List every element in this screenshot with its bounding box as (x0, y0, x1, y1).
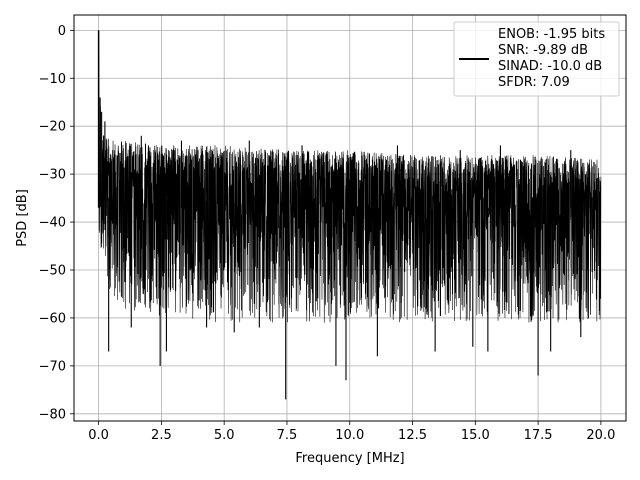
y-tick-label: −20 (39, 120, 66, 135)
y-tick-label: −50 (39, 264, 66, 279)
y-tick-label: 0 (58, 24, 66, 39)
y-tick-label: −80 (39, 407, 66, 422)
x-tick-label: 15.0 (461, 428, 490, 443)
y-tick-label: −60 (39, 311, 66, 326)
y-axis-label: PSD [dB] (15, 189, 30, 247)
x-tick-label: 10.0 (335, 428, 364, 443)
x-tick-label: 7.5 (277, 428, 298, 443)
x-tick-label: 5.0 (214, 428, 235, 443)
y-tick-label: −70 (39, 359, 66, 374)
x-axis-label: Frequency [MHz] (295, 451, 404, 466)
x-tick-label: 2.5 (151, 428, 172, 443)
x-tick-label: 0.0 (88, 428, 109, 443)
legend-box (453, 21, 620, 97)
legend-label-sfdr: SFDR: 7.09 (498, 75, 570, 90)
ticks: 0.0 2.5 5.0 7.5 10.0 12.5 15.0 17.5 20.0 0 −10 −20 −… (39, 24, 616, 443)
x-tick-label: 20.0 (586, 428, 615, 443)
legend-label-enob: ENOB: -1.95 bits (498, 27, 605, 42)
x-tick-label: 17.5 (524, 428, 553, 443)
y-tick-label: −30 (39, 168, 66, 183)
y-tick-label: −10 (39, 72, 66, 87)
data-layer (97, 30, 602, 400)
legend-label-sinad: SINAD: -10.0 dB (498, 59, 602, 74)
x-tick-label: 12.5 (398, 428, 427, 443)
legend: ENOB: -1.95 bits SNR: -9.89 dB SINAD: -1… (453, 21, 620, 97)
psd-trace (98, 30, 602, 323)
y-tick-label: −40 (39, 216, 66, 231)
legend-label-snr: SNR: -9.89 dB (498, 43, 588, 58)
